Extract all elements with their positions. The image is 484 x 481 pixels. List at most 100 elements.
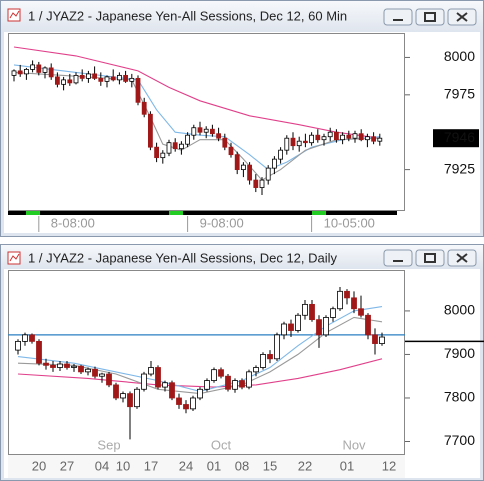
candle-body: [240, 164, 246, 171]
candle-body: [50, 364, 56, 368]
candle-body: [57, 363, 63, 368]
candle-body: [372, 334, 378, 344]
candle-body: [295, 314, 301, 331]
candle-body: [78, 365, 84, 373]
candle-body: [79, 74, 85, 79]
candle-body: [274, 334, 280, 360]
candle-body: [203, 128, 209, 133]
minimize-button[interactable]: [383, 8, 413, 26]
window-buttons[interactable]: [383, 249, 477, 267]
x-tick-label: 10-05:00: [324, 215, 375, 230]
candle-body: [71, 365, 77, 368]
candle-body: [271, 158, 277, 169]
candle-body: [371, 136, 377, 142]
candle-body: [185, 134, 191, 145]
maximize-button[interactable]: [415, 8, 445, 26]
y-tick-label: 7700: [444, 432, 475, 448]
candle-body: [351, 297, 357, 310]
candle-body: [265, 167, 271, 181]
session-bar: [8, 211, 397, 215]
candle-body: [148, 367, 154, 375]
candle-body: [340, 134, 346, 141]
candle-body: [92, 73, 97, 79]
month-label: Sep: [97, 437, 120, 452]
x-tick-label: 24: [179, 458, 193, 473]
candle-body: [346, 134, 352, 139]
candle-body: [147, 113, 153, 148]
candle-body: [166, 142, 172, 154]
candle-body: [176, 397, 182, 405]
candle-body: [178, 143, 184, 150]
candle-body: [43, 362, 49, 366]
candle-body: [209, 128, 215, 135]
candle-body: [172, 142, 178, 150]
chart-icon: [7, 8, 21, 22]
candle-body: [104, 76, 110, 82]
candle-body: [197, 127, 203, 133]
window-buttons[interactable]: [383, 8, 477, 26]
y-tick-label: 7900: [444, 345, 475, 361]
plot-border: [8, 270, 405, 455]
candle-body: [99, 373, 105, 377]
candle-body: [73, 74, 79, 84]
moving-average: [13, 71, 380, 181]
x-tick-label: 15: [263, 458, 277, 473]
maximize-button[interactable]: [415, 249, 445, 267]
candle-body: [309, 134, 315, 144]
candle-body: [29, 334, 35, 342]
candle-body: [183, 404, 189, 410]
candle-body: [278, 149, 284, 160]
candle-body: [364, 136, 370, 141]
candle-body: [330, 308, 336, 318]
session-marker: [312, 211, 326, 215]
candle-body: [92, 368, 98, 377]
minimize-button[interactable]: [383, 249, 413, 267]
candle-body: [232, 380, 238, 390]
candle-body: [253, 179, 259, 188]
x-tick-label: 27: [60, 458, 74, 473]
y-tick-label: 7925: [444, 160, 475, 176]
candle-body: [316, 319, 322, 336]
candle-body: [204, 380, 210, 390]
candle-body: [135, 77, 141, 103]
candle-body: [327, 131, 333, 138]
candle-body: [64, 363, 70, 368]
candle-body: [253, 367, 259, 373]
candle-body: [246, 371, 252, 388]
candle-body: [281, 323, 287, 336]
candle-body: [141, 101, 147, 115]
candle-body: [365, 314, 371, 336]
candle-body: [85, 368, 91, 373]
candle-body: [36, 64, 42, 73]
y-tick-label: 7975: [444, 86, 475, 102]
window-title: 1 / JYAZ2 - Japanese Yen-All Sessions, D…: [28, 8, 347, 23]
candle-body: [225, 375, 231, 390]
candle-body: [98, 77, 104, 82]
candle-body: [284, 137, 290, 151]
x-tick-label: 8-08:00: [51, 215, 95, 230]
candle-body: [36, 340, 42, 364]
x-tick-label: 01: [340, 458, 354, 473]
candle-body: [154, 146, 160, 159]
candle-body: [296, 140, 302, 147]
candle-body: [22, 334, 28, 342]
candle-body: [260, 354, 266, 368]
candle-body: [190, 397, 196, 410]
chart-area: [4, 269, 480, 478]
candle-body: [155, 367, 161, 388]
chart-icon: [7, 251, 21, 265]
candle-body: [321, 136, 327, 141]
x-tick-label: 04: [95, 458, 109, 473]
candle-body: [106, 373, 112, 386]
chart-area: [4, 32, 480, 233]
y-tick-label: 8000: [444, 48, 475, 64]
candle-body: [110, 76, 116, 81]
x-tick-label: 08: [235, 458, 249, 473]
candle-body: [337, 290, 343, 310]
x-tick-label: 20: [32, 458, 46, 473]
candle-body: [352, 133, 358, 139]
candle-body: [191, 127, 197, 136]
candle-body: [134, 388, 140, 408]
candle-body: [358, 308, 364, 316]
